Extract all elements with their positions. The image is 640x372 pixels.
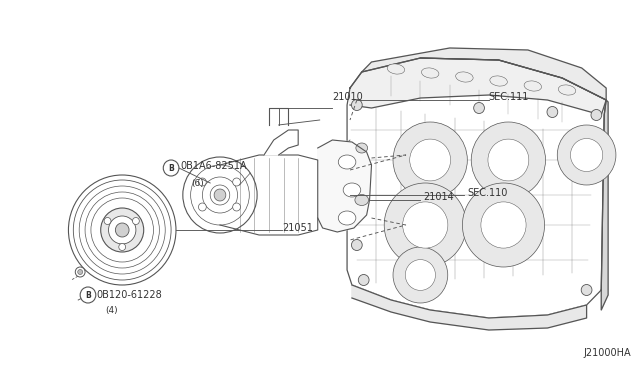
Circle shape xyxy=(384,183,467,267)
Ellipse shape xyxy=(356,143,367,153)
Circle shape xyxy=(351,240,362,250)
Circle shape xyxy=(405,260,435,291)
Ellipse shape xyxy=(490,76,508,86)
Text: (6): (6) xyxy=(191,179,204,187)
Circle shape xyxy=(351,170,362,180)
Polygon shape xyxy=(347,58,606,318)
Text: J21000HA: J21000HA xyxy=(584,348,631,358)
Circle shape xyxy=(557,125,616,185)
Circle shape xyxy=(76,267,85,277)
Circle shape xyxy=(104,218,111,224)
Circle shape xyxy=(80,287,96,303)
Circle shape xyxy=(570,138,603,171)
Circle shape xyxy=(351,99,362,110)
Polygon shape xyxy=(352,285,587,330)
Polygon shape xyxy=(337,140,350,220)
Circle shape xyxy=(132,218,140,224)
Circle shape xyxy=(198,178,206,186)
Circle shape xyxy=(233,203,241,211)
Ellipse shape xyxy=(339,155,356,169)
Circle shape xyxy=(547,106,557,118)
Ellipse shape xyxy=(524,81,541,91)
Circle shape xyxy=(68,175,176,285)
Circle shape xyxy=(393,122,467,198)
Circle shape xyxy=(77,269,83,275)
Circle shape xyxy=(463,183,545,267)
Text: 21051: 21051 xyxy=(282,223,314,233)
Circle shape xyxy=(115,223,129,237)
Text: B: B xyxy=(85,291,91,299)
Text: SEC.110: SEC.110 xyxy=(467,188,508,198)
Polygon shape xyxy=(269,108,289,125)
Circle shape xyxy=(488,139,529,181)
Polygon shape xyxy=(601,100,608,310)
Ellipse shape xyxy=(343,183,361,197)
Ellipse shape xyxy=(421,68,439,78)
Circle shape xyxy=(471,122,545,198)
Circle shape xyxy=(233,178,241,186)
Ellipse shape xyxy=(339,211,356,225)
Text: 0B120-61228: 0B120-61228 xyxy=(97,290,163,300)
Polygon shape xyxy=(362,48,606,100)
Circle shape xyxy=(393,247,448,303)
Circle shape xyxy=(198,203,206,211)
Circle shape xyxy=(474,103,484,113)
Circle shape xyxy=(410,139,451,181)
Circle shape xyxy=(109,216,136,244)
Text: 21014: 21014 xyxy=(423,192,454,202)
Circle shape xyxy=(163,160,179,176)
Circle shape xyxy=(100,208,144,252)
Circle shape xyxy=(403,202,448,248)
Circle shape xyxy=(214,189,226,201)
Text: SEC.111: SEC.111 xyxy=(489,92,529,102)
Ellipse shape xyxy=(355,195,369,205)
Polygon shape xyxy=(317,140,371,232)
Polygon shape xyxy=(264,130,298,155)
Circle shape xyxy=(591,109,602,121)
Circle shape xyxy=(581,285,592,295)
Text: 21010: 21010 xyxy=(332,92,363,102)
Polygon shape xyxy=(350,58,606,115)
Ellipse shape xyxy=(456,72,473,82)
Text: 0B1A6-8251A: 0B1A6-8251A xyxy=(180,161,246,171)
Circle shape xyxy=(481,202,526,248)
Ellipse shape xyxy=(558,85,576,95)
Circle shape xyxy=(119,244,125,250)
Text: B: B xyxy=(168,164,174,173)
Polygon shape xyxy=(220,155,317,235)
Text: (4): (4) xyxy=(106,305,118,314)
Ellipse shape xyxy=(387,64,404,74)
Circle shape xyxy=(183,157,257,233)
Circle shape xyxy=(358,275,369,285)
